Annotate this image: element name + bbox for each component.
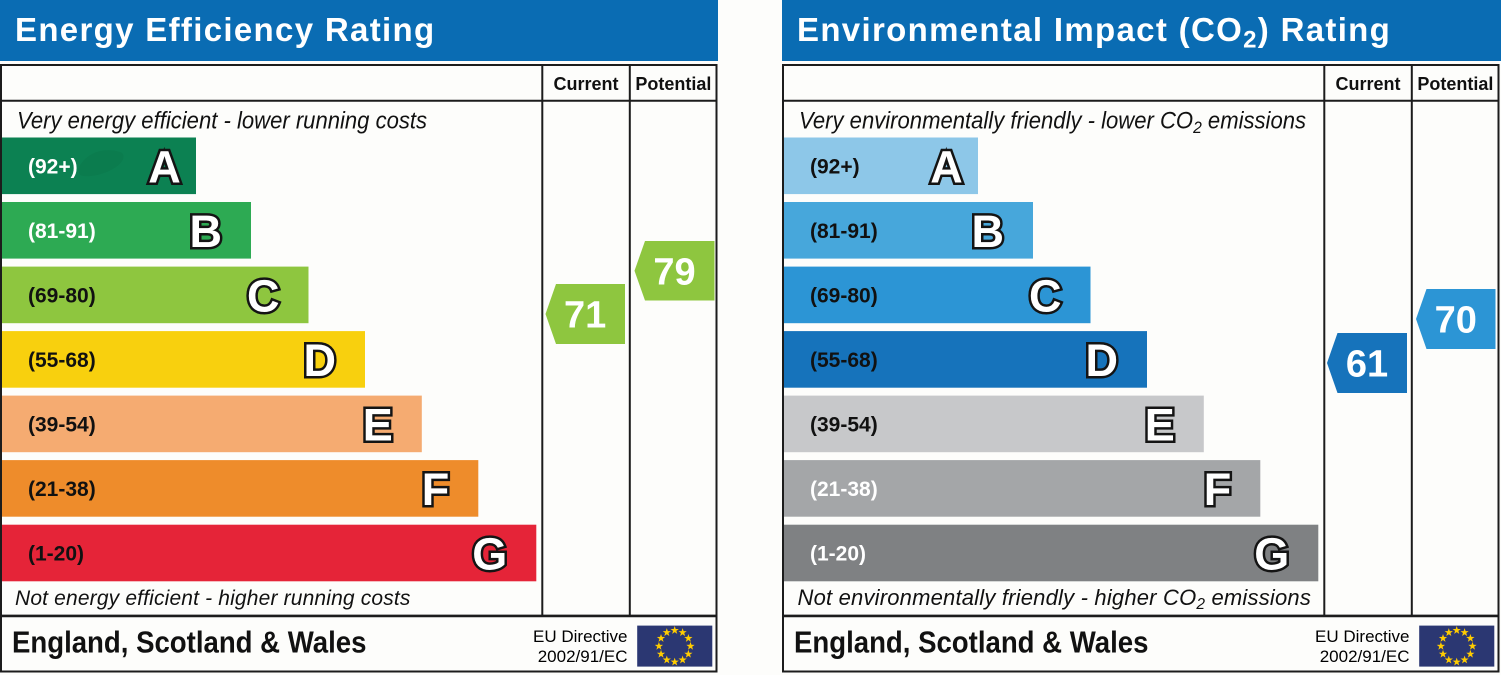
svg-text:(55-68): (55-68) (810, 349, 878, 372)
svg-text:Not energy efficient - higher: Not energy efficient - higher running co… (15, 587, 411, 610)
svg-text:(21-38): (21-38) (28, 478, 96, 501)
svg-text:F: F (1204, 464, 1232, 515)
svg-text:England, Scotland & Wales: England, Scotland & Wales (12, 625, 366, 660)
svg-text:(55-68): (55-68) (28, 349, 96, 372)
svg-text:Potential: Potential (1417, 74, 1493, 94)
svg-text:A: A (148, 141, 181, 192)
svg-text:71: 71 (564, 295, 606, 337)
svg-text:(39-54): (39-54) (28, 414, 96, 437)
svg-text:Potential: Potential (635, 74, 711, 94)
svg-text:D: D (1086, 335, 1119, 386)
svg-text:70: 70 (1435, 300, 1477, 342)
svg-text:EU Directive: EU Directive (1315, 627, 1409, 646)
svg-text:(39-54): (39-54) (810, 414, 878, 437)
svg-text:(92+): (92+) (810, 155, 860, 178)
svg-text:(81-91): (81-91) (810, 220, 878, 243)
svg-text:(21-38): (21-38) (810, 478, 878, 501)
svg-text:B: B (972, 206, 1005, 257)
svg-text:2002/91/EC: 2002/91/EC (538, 647, 628, 666)
svg-text:C: C (1029, 270, 1062, 321)
svg-text:79: 79 (653, 251, 695, 293)
svg-text:(1-20): (1-20) (810, 543, 866, 566)
svg-text:G: G (472, 529, 507, 580)
svg-text:(69-80): (69-80) (810, 285, 878, 308)
svg-text:(69-80): (69-80) (28, 285, 96, 308)
svg-text:England, Scotland & Wales: England, Scotland & Wales (794, 625, 1148, 660)
svg-text:Very energy efficient - lower: Very energy efficient - lower running co… (17, 107, 428, 134)
svg-text:Not environmentally friendly -: Not environmentally friendly - higher CO… (798, 585, 1312, 613)
svg-text:B: B (190, 206, 223, 257)
svg-text:A: A (930, 141, 963, 192)
svg-text:2002/91/EC: 2002/91/EC (1320, 647, 1410, 666)
svg-text:E: E (363, 399, 393, 450)
svg-text:D: D (304, 335, 337, 386)
svg-text:61: 61 (1346, 344, 1388, 386)
svg-text:G: G (1254, 529, 1289, 580)
svg-text:E: E (1145, 399, 1175, 450)
svg-text:Very environmentally friendly: Very environmentally friendly - lower CO… (799, 107, 1306, 138)
svg-text:EU Directive: EU Directive (533, 627, 627, 646)
svg-text:F: F (422, 464, 450, 515)
svg-text:C: C (247, 270, 280, 321)
svg-text:(1-20): (1-20) (28, 543, 84, 566)
svg-text:(92+): (92+) (28, 155, 78, 178)
svg-text:(81-91): (81-91) (28, 220, 96, 243)
svg-text:Current: Current (1335, 74, 1400, 94)
svg-text:Environmental Impact (CO2) Rat: Environmental Impact (CO2) Rating (797, 11, 1391, 54)
svg-text:Energy Efficiency Rating: Energy Efficiency Rating (15, 11, 435, 48)
svg-text:Current: Current (553, 74, 618, 94)
